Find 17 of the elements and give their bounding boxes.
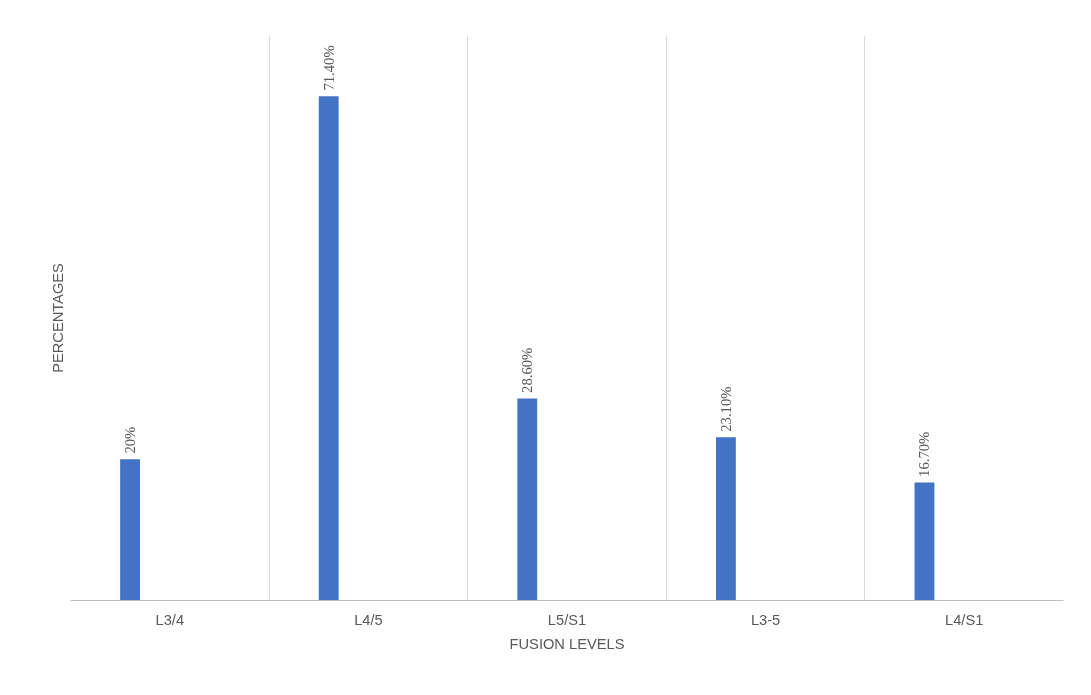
data-label: 28.60%: [519, 347, 536, 393]
bar: [914, 482, 935, 601]
x-tick-label: L3-5: [750, 611, 781, 628]
bar: [517, 398, 538, 601]
bar: [318, 96, 339, 601]
y-axis-title: PERCENTAGES: [49, 262, 66, 373]
x-axis-title: FUSION LEVELS: [509, 635, 625, 652]
x-tick-label: L5/S1: [547, 611, 587, 628]
x-tick-label: L3/4: [155, 611, 185, 628]
bar: [715, 437, 736, 601]
data-label: 71.40%: [320, 45, 337, 91]
data-label: 16.70%: [916, 431, 933, 477]
data-label: 23.10%: [717, 386, 734, 432]
data-label: 20%: [122, 426, 139, 454]
x-tick-label: L4/5: [354, 611, 383, 628]
x-tick-label: L4/S1: [945, 611, 984, 628]
bar: [120, 459, 141, 601]
